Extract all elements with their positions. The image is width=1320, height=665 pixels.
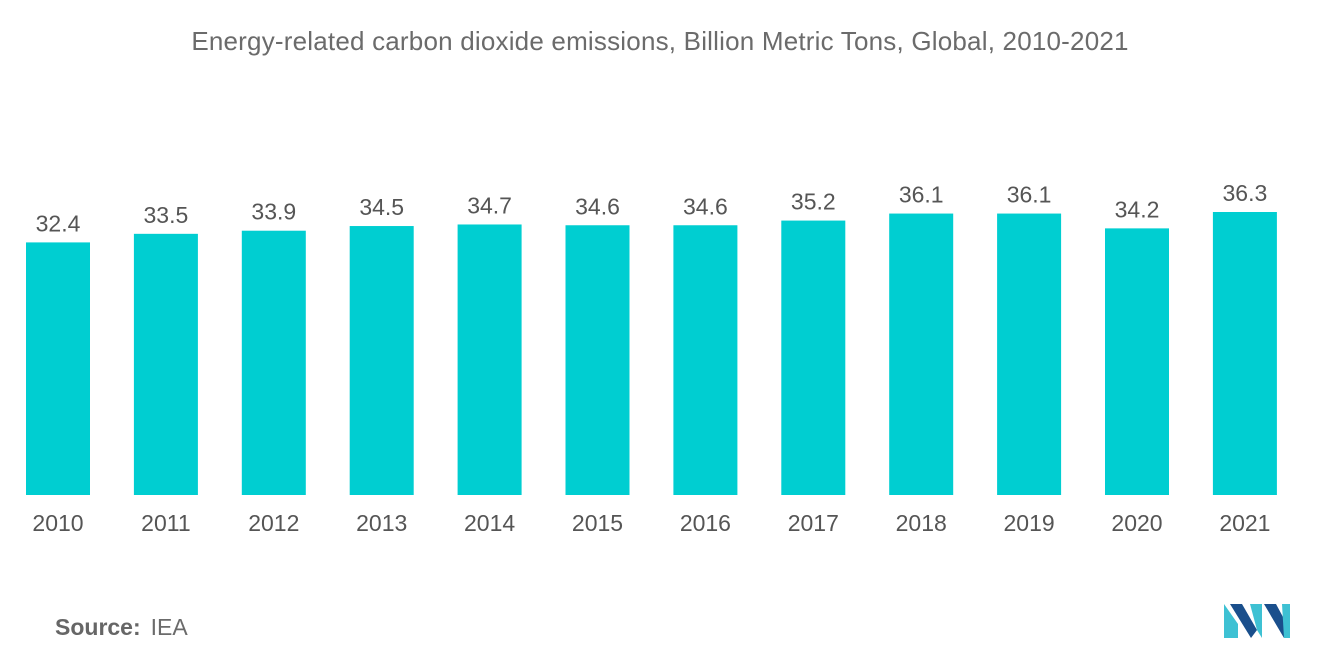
x-tick-label-2017: 2017	[788, 510, 839, 536]
bar-2018	[889, 213, 954, 495]
bar-2021	[1212, 212, 1277, 495]
x-tick-label-2018: 2018	[896, 510, 947, 536]
x-tick-label-2019: 2019	[1004, 510, 1055, 536]
data-label-2010: 32.4	[36, 210, 81, 236]
data-label-2017: 35.2	[791, 189, 836, 215]
data-label-2011: 33.5	[144, 202, 189, 228]
bar-2016	[673, 225, 738, 495]
x-tick-label-2011: 2011	[141, 510, 190, 536]
bar-2013	[349, 226, 414, 495]
bar-2019	[997, 213, 1062, 495]
source-value: IEA	[150, 614, 188, 640]
data-label-2020: 34.2	[1115, 196, 1160, 222]
bar-chart: 32.4 2010 33.5 2011 33.9 2012 34.5 2013 34.7 2014…	[26, 180, 1277, 536]
x-tick-label-2013: 2013	[356, 510, 407, 536]
x-tick-label-2020: 2020	[1111, 510, 1162, 536]
data-label-2021: 36.3	[1223, 180, 1268, 206]
source-note: Source: IEA	[55, 614, 188, 641]
bar-2020	[1105, 228, 1169, 496]
data-label-2016: 34.6	[683, 193, 728, 219]
data-label-2014: 34.7	[467, 192, 512, 218]
x-tick-label-2014: 2014	[464, 510, 515, 536]
bar-2011	[133, 233, 198, 495]
data-label-2015: 34.6	[575, 193, 620, 219]
x-tick-label-2021: 2021	[1219, 510, 1270, 536]
data-label-2012: 33.9	[251, 199, 296, 225]
chart-title: Energy-related carbon dioxide emissions,…	[191, 26, 1129, 56]
x-tick-label-2012: 2012	[248, 510, 299, 536]
x-tick-label-2016: 2016	[680, 510, 731, 536]
source-label: Source:	[55, 614, 141, 640]
bar-2015	[565, 225, 630, 495]
bar-2017	[781, 220, 846, 496]
data-label-2018: 36.1	[899, 182, 944, 208]
data-label-2013: 34.5	[359, 194, 404, 220]
mordor-intelligence-logo-icon	[1224, 604, 1290, 638]
bar-2012	[241, 230, 306, 495]
x-tick-label-2010: 2010	[32, 510, 83, 536]
x-tick-label-2015: 2015	[572, 510, 623, 536]
data-label-2019: 36.1	[1007, 182, 1052, 208]
bar-2014	[457, 224, 522, 496]
bar-2010	[26, 242, 90, 495]
